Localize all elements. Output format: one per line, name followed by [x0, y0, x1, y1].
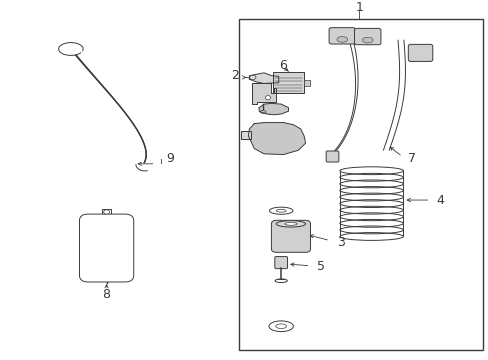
- Ellipse shape: [341, 224, 401, 230]
- Text: 8: 8: [102, 288, 110, 301]
- Text: 9: 9: [166, 152, 174, 165]
- Polygon shape: [249, 73, 278, 84]
- Ellipse shape: [276, 221, 305, 227]
- Ellipse shape: [341, 197, 401, 203]
- FancyBboxPatch shape: [325, 151, 338, 162]
- Ellipse shape: [260, 111, 265, 113]
- Ellipse shape: [336, 37, 347, 42]
- Ellipse shape: [341, 210, 401, 217]
- Ellipse shape: [341, 217, 401, 223]
- Text: 1: 1: [355, 1, 363, 14]
- Ellipse shape: [284, 222, 296, 225]
- FancyBboxPatch shape: [354, 28, 380, 45]
- Circle shape: [103, 210, 109, 214]
- Bar: [304, 80, 309, 86]
- Text: 6: 6: [278, 59, 286, 72]
- Bar: [238, 19, 482, 350]
- Ellipse shape: [276, 209, 285, 212]
- Polygon shape: [251, 83, 276, 104]
- Ellipse shape: [362, 37, 372, 43]
- Ellipse shape: [265, 95, 270, 100]
- Ellipse shape: [341, 230, 401, 237]
- Polygon shape: [259, 103, 288, 115]
- Ellipse shape: [341, 177, 401, 184]
- Bar: [272, 72, 304, 93]
- Ellipse shape: [341, 184, 401, 190]
- Ellipse shape: [269, 207, 292, 214]
- FancyBboxPatch shape: [328, 28, 355, 44]
- Ellipse shape: [275, 324, 286, 329]
- Text: 7: 7: [407, 152, 415, 165]
- Ellipse shape: [274, 279, 287, 283]
- Bar: [240, 131, 251, 139]
- Ellipse shape: [341, 171, 401, 177]
- Polygon shape: [248, 122, 305, 154]
- Text: 5: 5: [317, 260, 325, 273]
- FancyBboxPatch shape: [407, 44, 432, 62]
- FancyBboxPatch shape: [271, 220, 310, 252]
- FancyBboxPatch shape: [274, 257, 287, 269]
- FancyBboxPatch shape: [79, 214, 133, 282]
- Text: 2: 2: [230, 69, 238, 82]
- Text: 4: 4: [436, 194, 444, 207]
- Ellipse shape: [341, 204, 401, 210]
- Ellipse shape: [249, 75, 256, 80]
- Ellipse shape: [268, 321, 293, 332]
- Text: 3: 3: [336, 236, 344, 249]
- Ellipse shape: [341, 190, 401, 197]
